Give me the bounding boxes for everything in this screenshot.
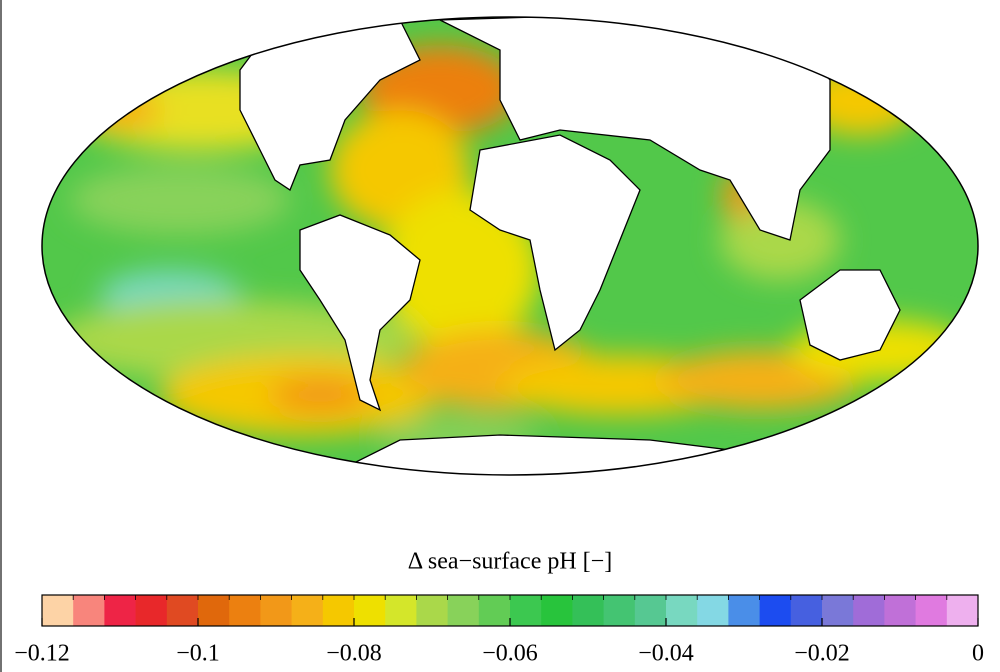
- colorbar-bin: [229, 595, 261, 626]
- colorbar-bin: [853, 595, 885, 626]
- tick-label: 0: [972, 641, 984, 667]
- colorbar-bin: [135, 595, 168, 626]
- colorbar-bin: [291, 595, 324, 626]
- colorbar-bin: [728, 595, 761, 626]
- colorbar-bin: [42, 595, 74, 626]
- colorbar-bin: [697, 595, 729, 626]
- colorbar-bin: [666, 595, 698, 626]
- colorbar-bin: [572, 595, 605, 626]
- tick-label: −0.02: [794, 641, 850, 667]
- tick-label: −0.1: [176, 641, 220, 667]
- colorbar-bin: [915, 595, 948, 626]
- colorbar-bin: [385, 595, 417, 626]
- colorbar-bin: [354, 595, 386, 626]
- colorbar-bin: [322, 595, 355, 626]
- colorbar-bin: [822, 595, 854, 626]
- colorbar-bin: [541, 595, 573, 626]
- colorbar-bin: [166, 595, 199, 626]
- ocean-field: [42, 17, 978, 475]
- colorbar-bin: [884, 595, 917, 626]
- colorbar-bin: [634, 595, 667, 626]
- colorbar-bin: [603, 595, 636, 626]
- colorbar-bin: [790, 595, 823, 626]
- colorbar-label: Δ sea−surface pH [−]: [408, 549, 612, 575]
- colorbar-bin: [478, 595, 511, 626]
- colorbar-bin: [416, 595, 449, 626]
- colorbar-bin: [198, 595, 230, 626]
- colorbar: −0.12 −0.1 −0.08 −0.06 −0.04 −0.02 0: [14, 594, 984, 667]
- colorbar-bin: [73, 595, 105, 626]
- colorbar-bin: [447, 595, 480, 626]
- tick-label: −0.12: [14, 641, 70, 667]
- colorbar-bin: [104, 595, 137, 626]
- colorbar-bin: [759, 595, 792, 626]
- colorbar-bin: [260, 595, 293, 626]
- colorbar-bin: [510, 595, 542, 626]
- tick-label: −0.06: [482, 641, 538, 667]
- map-outline: [41, 16, 979, 476]
- colorbar-bin: [946, 595, 979, 626]
- tick-label: −0.04: [638, 641, 694, 667]
- tick-label: −0.08: [326, 641, 382, 667]
